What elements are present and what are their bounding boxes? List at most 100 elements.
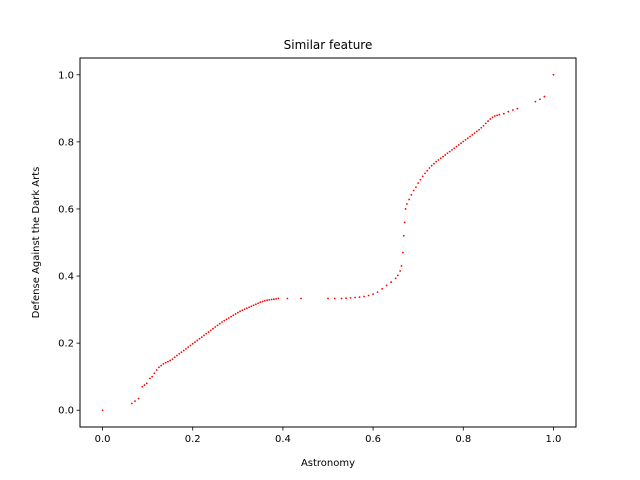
data-point [196, 339, 199, 342]
data-point [496, 114, 498, 117]
data-point [410, 193, 413, 196]
data-point [491, 116, 494, 119]
data-point [194, 341, 196, 344]
data-point [101, 409, 104, 412]
data-point [173, 356, 176, 359]
data-point [424, 172, 426, 175]
data-point [221, 321, 223, 323]
data-point [412, 189, 415, 192]
data-point [209, 329, 212, 332]
data-point [241, 309, 244, 312]
data-point [205, 332, 208, 335]
data-point [448, 150, 451, 153]
data-point [363, 295, 365, 298]
y-tick-label: 0.6 [58, 204, 74, 215]
data-point [502, 112, 505, 115]
data-point [266, 299, 269, 302]
data-point [428, 167, 431, 169]
data-point [203, 334, 205, 337]
x-tick-label: 0.4 [275, 434, 291, 445]
data-point [263, 299, 266, 302]
data-point [417, 182, 420, 185]
data-point [207, 331, 210, 333]
data-point [493, 115, 496, 117]
data-point [466, 137, 469, 140]
y-tick-label: 0.0 [58, 406, 74, 417]
data-point [419, 178, 422, 181]
data-point [404, 208, 407, 210]
data-point [180, 351, 183, 354]
data-point [390, 281, 393, 283]
data-point [464, 138, 467, 141]
y-tick-label: 0.8 [58, 137, 74, 148]
data-point [439, 157, 442, 160]
data-point [437, 159, 440, 161]
data-point [408, 198, 411, 201]
data-point [223, 319, 226, 322]
data-point [212, 327, 214, 330]
data-point [198, 337, 201, 340]
data-point [435, 160, 438, 163]
data-point [453, 147, 456, 150]
data-point [469, 135, 471, 138]
data-point [376, 291, 379, 294]
data-point [216, 324, 219, 327]
data-point [403, 221, 406, 224]
data-point [191, 342, 194, 345]
data-point [358, 296, 361, 299]
data-point [176, 354, 178, 357]
data-point [162, 363, 165, 365]
data-point [446, 152, 449, 155]
data-point [171, 358, 174, 361]
data-point [151, 375, 154, 378]
data-point [433, 162, 435, 165]
data-point [155, 369, 158, 371]
plot-frame [79, 57, 577, 428]
data-point [487, 120, 489, 122]
data-point [430, 164, 433, 167]
data-point [489, 118, 492, 120]
data-point [396, 274, 399, 277]
data-point [507, 110, 510, 113]
x-tick-label: 0.8 [455, 434, 471, 445]
data-point [286, 297, 289, 300]
data-point [160, 364, 163, 367]
data-point [182, 349, 185, 352]
data-point [543, 95, 546, 98]
x-axis-title: Astronomy [301, 458, 355, 469]
data-point [415, 186, 417, 189]
data-point [164, 361, 167, 364]
x-tick-label: 0.0 [95, 434, 111, 445]
data-point [275, 297, 278, 300]
data-point [421, 175, 424, 178]
points-layer [101, 73, 555, 412]
data-point [270, 298, 273, 301]
data-point [248, 306, 250, 309]
data-point [426, 169, 429, 172]
data-point [451, 149, 453, 151]
data-point [442, 155, 444, 158]
data-point [245, 307, 248, 310]
data-point [399, 270, 402, 272]
data-point [367, 294, 370, 297]
data-point [268, 298, 271, 301]
data-point [141, 385, 144, 388]
data-point [552, 73, 555, 76]
chart-title: Similar feature [284, 38, 373, 52]
data-point [137, 397, 140, 400]
data-point [143, 384, 146, 386]
data-point [153, 372, 156, 375]
data-point [402, 234, 405, 237]
data-point [478, 128, 480, 131]
data-point [480, 126, 483, 129]
data-point [473, 132, 476, 135]
y-tick-label: 0.2 [58, 339, 74, 350]
data-point [254, 303, 257, 306]
data-point [158, 366, 160, 369]
data-point [401, 251, 404, 254]
data-point [148, 377, 151, 380]
data-point [539, 98, 541, 101]
data-point [214, 326, 217, 328]
